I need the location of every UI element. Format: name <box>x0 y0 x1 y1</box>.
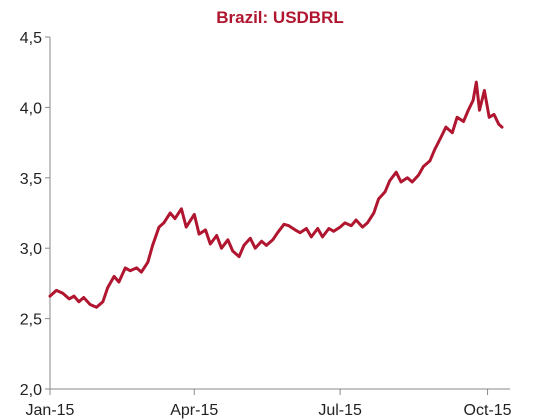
chart-title: Brazil: USDBRL <box>216 8 344 27</box>
y-axis: 2,0 2,5 3,0 3,5 4,0 4,5 <box>20 30 51 399</box>
x-axis: Jan-15 Apr-15 Jul-15 Oct-15 <box>26 388 512 419</box>
series-layer <box>48 80 504 309</box>
x-tick-label: Apr-15 <box>170 402 218 419</box>
y-tick-label: 2,0 <box>20 382 42 399</box>
x-tick-label: Jul-15 <box>318 402 362 419</box>
y-tick-label: 2,5 <box>20 312 42 329</box>
x-tick-label: Jan-15 <box>26 402 75 419</box>
y-tick-label: 3,0 <box>20 241 42 258</box>
x-tick-label: Oct-15 <box>464 402 512 419</box>
y-tick-label: 3,5 <box>20 171 42 188</box>
y-tick-label: 4,0 <box>20 100 42 117</box>
series-line <box>48 80 504 309</box>
y-tick-label: 4,5 <box>20 30 42 47</box>
